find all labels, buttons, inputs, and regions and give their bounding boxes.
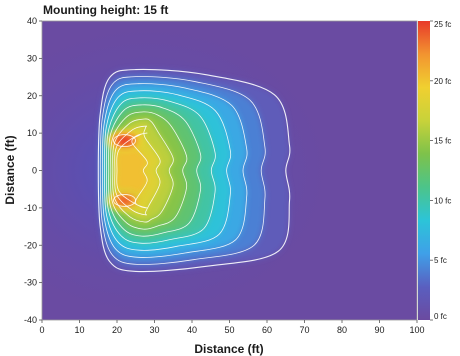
x-tick-label: 60 (262, 325, 272, 335)
chart-title: Mounting height: 15 ft (43, 3, 168, 17)
colorbar-tick-label: 20 fc (434, 77, 451, 86)
colorbar-tick-label: 25 fc (434, 20, 451, 29)
y-tick-label: -40 (24, 315, 37, 325)
hotspot-1-layer-4 (119, 137, 130, 144)
contour-17fc (114, 125, 161, 216)
contour-5fc (101, 83, 248, 258)
colorbar-tick-label: 15 fc (434, 137, 451, 146)
colorbar-tick-label: 5 fc (434, 256, 447, 265)
x-axis-ticks: 0 10 20 30 40 50 60 70 80 90 100 (39, 320, 425, 335)
y-tick-label: -10 (24, 203, 37, 213)
x-tick-label: 70 (299, 325, 309, 335)
x-tick-label: 10 (74, 325, 84, 335)
colorbar-tick-label: 0 fc (434, 312, 447, 321)
contour-19fc (116, 132, 148, 209)
x-tick-label: 50 (224, 325, 234, 335)
contour-15fc (112, 118, 174, 223)
x-tick-label: 20 (112, 325, 122, 335)
colorbar (418, 21, 430, 320)
y-tick-label: -20 (24, 240, 37, 250)
y-tick-label: 30 (27, 53, 37, 63)
colorbar-ticks: 25 fc 20 fc 15 fc 10 fc 5 fc 0 fc (430, 20, 451, 321)
y-tick-label: 20 (27, 91, 37, 101)
contour-7fc (104, 90, 232, 251)
y-tick-label: 0 (32, 166, 37, 176)
heatmap-band-19fc (116, 133, 148, 208)
y-axis-ticks: 40 30 20 10 0 -10 -20 -30 -40 (24, 16, 42, 325)
x-tick-label: 80 (337, 325, 347, 335)
x-axis-label: Distance (ft) (194, 342, 263, 356)
contour-13fc (110, 111, 188, 230)
x-tick-label: 40 (187, 325, 197, 335)
x-tick-label: 90 (374, 325, 384, 335)
contour-3fc (99, 76, 266, 265)
plot-area (42, 21, 417, 320)
x-tick-label: 0 (39, 325, 44, 335)
y-tick-label: 10 (27, 128, 37, 138)
contour-9fc (106, 97, 216, 244)
x-tick-label: 30 (149, 325, 159, 335)
y-tick-label: -30 (24, 278, 37, 288)
colorbar-tick-label: 10 fc (434, 196, 451, 205)
y-axis-label: Distance (ft) (3, 135, 17, 204)
x-tick-label: 100 (409, 325, 424, 335)
contour-1fc (97, 68, 291, 273)
contour-lines (97, 68, 291, 273)
hotspot-1-contour (113, 134, 136, 148)
y-tick-label: 40 (27, 16, 37, 26)
contour-11fc (108, 104, 202, 237)
